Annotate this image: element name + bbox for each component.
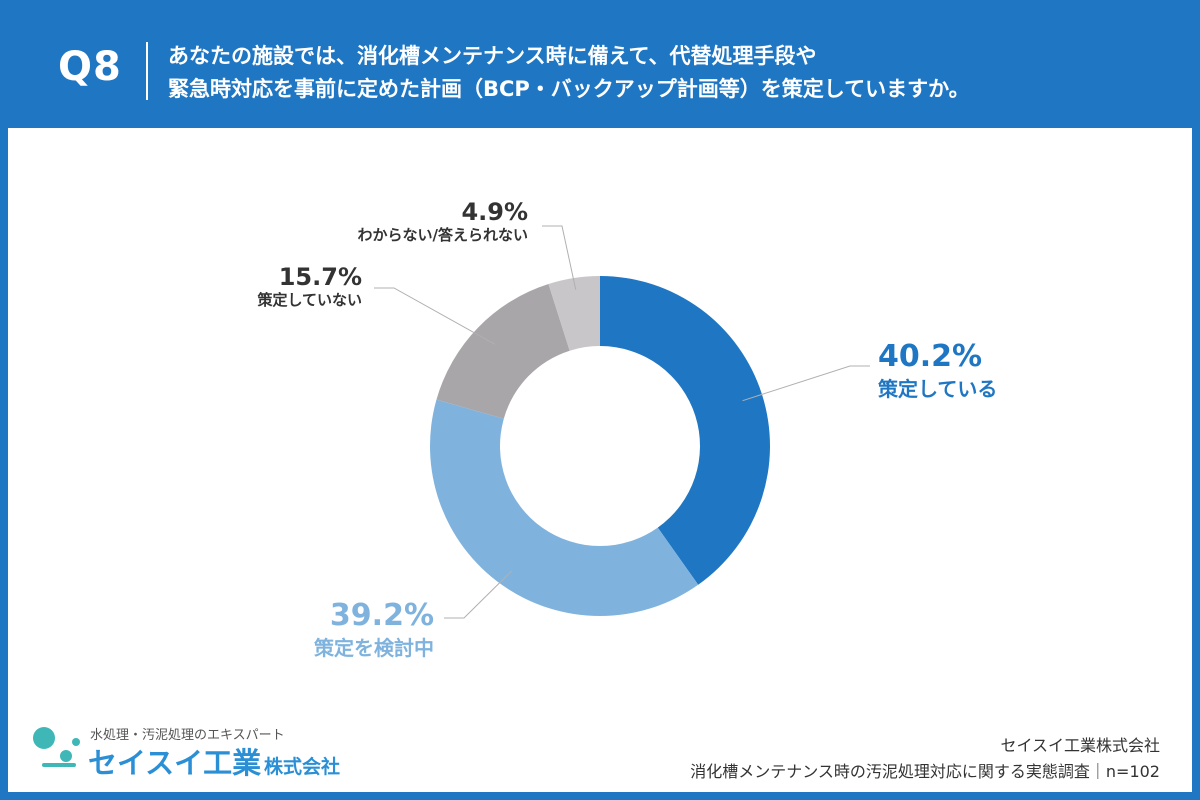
leader-line-unknown [542, 225, 577, 290]
slice-no [436, 283, 570, 419]
question-number: Q8 [58, 44, 122, 90]
slice-considering [429, 399, 699, 617]
category-label-no: 策定していない [256, 291, 362, 309]
footer-source: セイスイ工業株式会社 消化槽メンテナンス時の汚泥処理対応に関する実態調査｜n=1… [690, 733, 1160, 785]
company-logo: 水処理・汚泥処理のエキスパート セイスイ工業 株式会社 [28, 722, 340, 786]
water-drop-logo-icon [33, 727, 80, 767]
question-line-2: 緊急時対応を事前に定めた計画（BCP・バックアップ計画等）を策定していますか。 [168, 77, 970, 101]
value-label-no: 15.7% [279, 263, 362, 291]
footer-company: セイスイ工業株式会社 [1000, 736, 1160, 755]
logo-corp: 株式会社 [264, 756, 341, 778]
leader-line-yes [742, 365, 870, 402]
value-label-unknown: 4.9% [461, 198, 528, 226]
donut-chart: 40.2% 策定している 39.2% 策定を検討中 15.7%策定していない 4.9%わか… [256, 198, 997, 660]
category-label-yes: 策定している [878, 377, 997, 401]
content-panel: 40.2% 策定している 39.2% 策定を検討中 15.7% 策定していない 4.9% わか… [8, 128, 1192, 792]
category-label-unknown: わからない/答えられない [358, 226, 528, 244]
category-label-considering: 策定を検討中 [314, 636, 434, 660]
logo-tagline: 水処理・汚泥処理のエキスパート [90, 728, 285, 743]
question-line-1: あなたの施設では、消化槽メンテナンス時に備えて、代替処理手段や [168, 44, 817, 68]
question-text: あなたの施設では、消化槽メンテナンス時に備えて、代替処理手段や 緊急時対応を事前… [168, 40, 1178, 106]
leader-line-considering [444, 570, 512, 619]
value-label-yes: 40.2% [878, 339, 982, 374]
slice-yes [600, 276, 771, 585]
leader-line-no [374, 287, 496, 345]
logo-name: セイスイ工業 [88, 746, 262, 780]
slice-unknown [548, 276, 600, 351]
value-label-considering: 39.2% [330, 598, 434, 633]
header-divider [146, 42, 148, 100]
footer-survey: 消化槽メンテナンス時の汚泥処理対応に関する実態調査｜n=102 [690, 762, 1160, 781]
header: Q8 あなたの施設では、消化槽メンテナンス時に備えて、代替処理手段や 緊急時対応… [0, 0, 1200, 128]
